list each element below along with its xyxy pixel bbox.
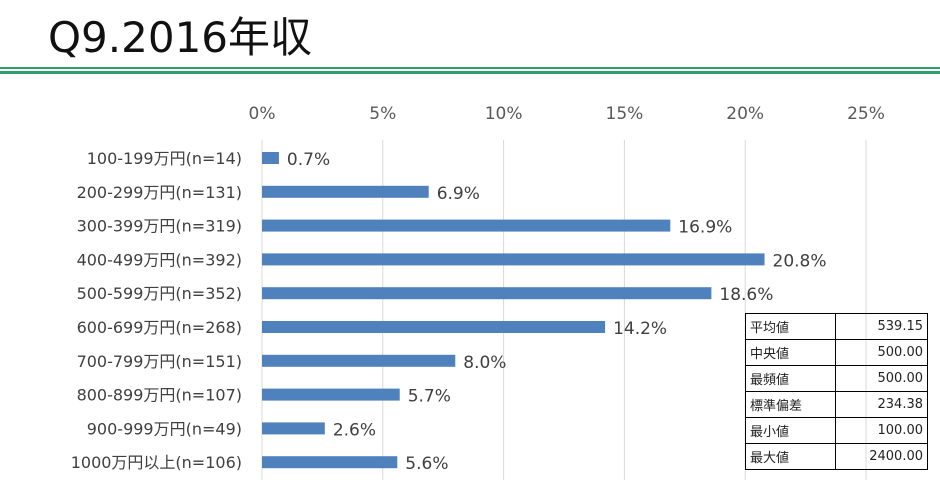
bar <box>262 354 456 367</box>
stat-label: 標準偏差 <box>745 391 836 418</box>
value-label: 5.6% <box>405 454 448 474</box>
title-rule-thin <box>0 67 940 69</box>
value-label: 18.6% <box>719 285 773 305</box>
stats-row: 最大値 2400.00 <box>745 443 929 470</box>
stat-value: 2400.00 <box>834 443 929 470</box>
stat-value: 234.38 <box>834 391 929 418</box>
category-label: 300-399万円(n=319) <box>77 217 242 236</box>
category-label: 800-899万円(n=107) <box>77 386 242 405</box>
category-label: 1000万円以上(n=106) <box>71 453 242 472</box>
stat-label: 最小値 <box>745 417 836 444</box>
stat-value: 539.15 <box>834 313 929 340</box>
bar <box>262 219 671 232</box>
value-label: 5.7% <box>408 387 451 407</box>
stat-label: 平均値 <box>745 313 836 340</box>
bar <box>262 253 765 266</box>
stat-value: 100.00 <box>834 417 929 444</box>
stats-row: 中央値 500.00 <box>745 339 929 366</box>
stat-value: 500.00 <box>834 365 929 392</box>
stats-row: 最頻値 500.00 <box>745 365 929 392</box>
x-tick-label: 20% <box>726 104 764 124</box>
value-label: 20.8% <box>773 251 827 271</box>
stat-value: 500.00 <box>834 339 929 366</box>
category-label: 900-999万円(n=49) <box>87 419 242 438</box>
bar <box>262 388 400 401</box>
bar <box>262 321 606 333</box>
page-title: Q9.2016年収 <box>48 13 313 62</box>
category-label: 600-699万円(n=268) <box>77 318 242 337</box>
title-rule-thick <box>0 71 940 74</box>
category-label: 700-799万円(n=151) <box>77 352 242 371</box>
stat-label: 最頻値 <box>745 365 836 392</box>
bar <box>262 287 712 300</box>
x-tick-label: 25% <box>847 104 885 124</box>
stat-label: 最大値 <box>745 443 836 470</box>
stats-table: 平均値 539.15 中央値 500.00 最頻値 500.00 標準偏差 234.38 最小値… <box>745 313 929 470</box>
value-label: 8.0% <box>463 353 506 373</box>
category-label: 200-299万円(n=131) <box>77 183 242 202</box>
bar <box>262 422 325 435</box>
stats-row: 最小値 100.00 <box>745 417 929 444</box>
x-tick-label: 5% <box>369 104 396 124</box>
bar <box>262 456 398 469</box>
stat-label: 中央値 <box>745 339 836 366</box>
stats-row: 平均値 539.15 <box>745 313 929 340</box>
value-label: 14.2% <box>613 319 667 339</box>
stats-row: 標準偏差 234.38 <box>745 391 929 418</box>
x-tick-label: 15% <box>606 104 644 124</box>
bar <box>262 152 279 164</box>
x-tick-label: 10% <box>485 104 523 124</box>
value-label: 16.9% <box>678 218 732 238</box>
value-label: 0.7% <box>287 150 330 170</box>
x-tick-label: 0% <box>249 104 276 124</box>
value-label: 2.6% <box>333 420 376 440</box>
category-label: 500-599万円(n=352) <box>77 284 242 303</box>
bar <box>262 185 429 198</box>
category-label: 100-199万円(n=14) <box>87 149 242 168</box>
value-label: 6.9% <box>437 184 480 204</box>
category-label: 400-499万円(n=392) <box>77 250 242 269</box>
